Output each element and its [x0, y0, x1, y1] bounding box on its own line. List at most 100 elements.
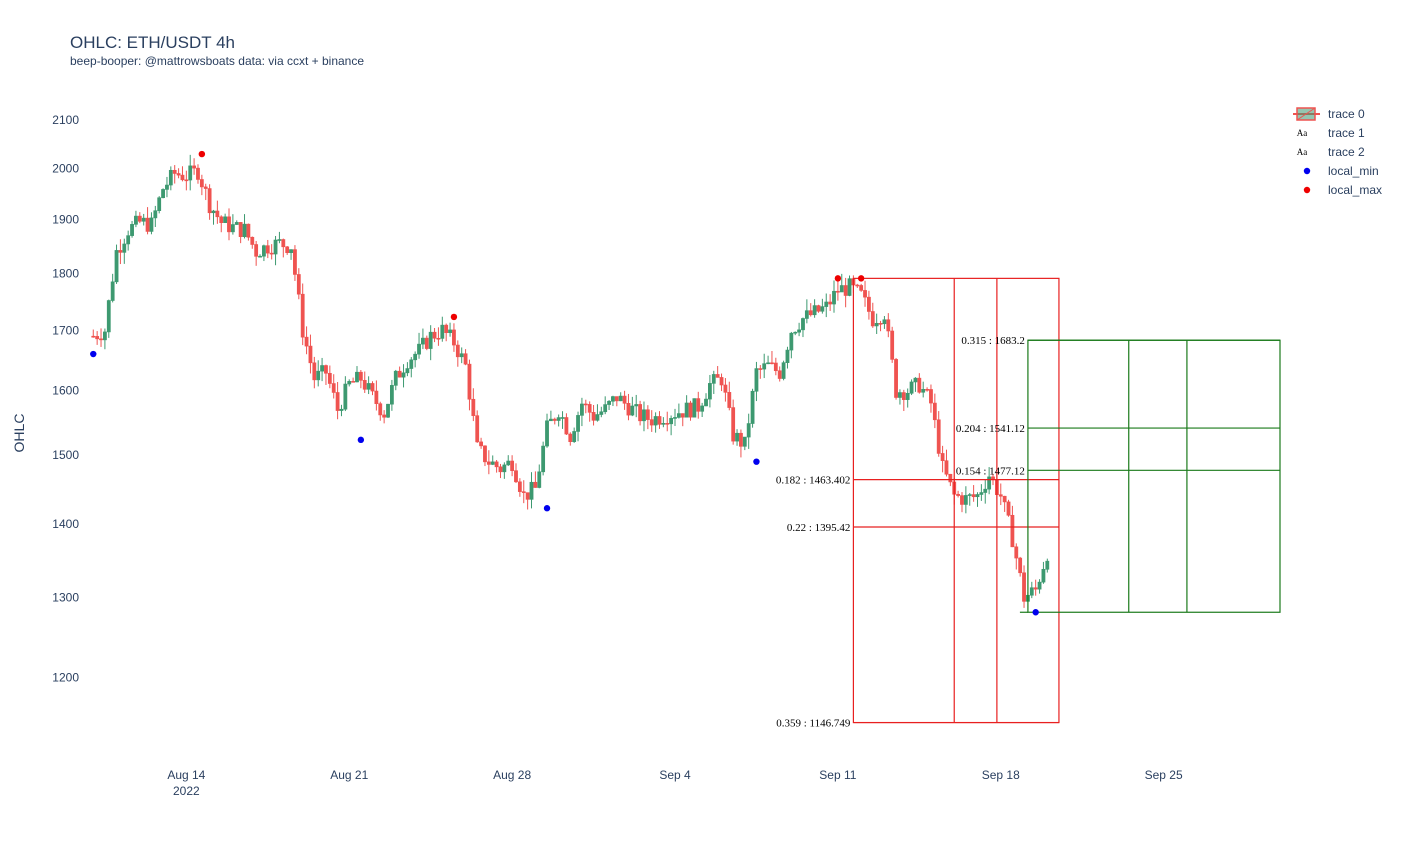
legend-item-trace-1[interactable]: Aa trace 1 — [1297, 126, 1365, 140]
local-max-point — [450, 313, 458, 321]
candle-down — [514, 463, 518, 484]
candle-body — [645, 409, 650, 420]
candle-up — [126, 230, 131, 251]
candle-up — [386, 403, 390, 418]
candle-body — [421, 337, 425, 345]
candle-down — [238, 222, 243, 244]
candle-body — [591, 412, 596, 421]
candle-down — [727, 381, 732, 411]
local-min-point — [543, 505, 551, 512]
candle-body — [1037, 581, 1042, 590]
candle-body — [905, 392, 910, 400]
candle-body — [475, 415, 480, 443]
candle-body — [929, 389, 933, 404]
candle-body — [192, 165, 197, 169]
candle-body — [1010, 514, 1015, 548]
local-min-point — [357, 436, 365, 444]
local-min-point — [753, 458, 760, 465]
candle-up — [560, 411, 565, 429]
candle-body — [874, 323, 879, 327]
candle-down — [269, 244, 274, 260]
fib-extension-green: 0.315 : 1683.2 0.204 : 1541.12 0.154 : 147… — [956, 335, 1281, 613]
candle-body — [696, 398, 701, 412]
candle-down — [723, 378, 728, 402]
candle-body — [634, 404, 639, 407]
candle-up — [847, 275, 852, 297]
legend-item-local-max[interactable]: local_max — [1303, 183, 1382, 197]
candle-body — [234, 222, 239, 225]
candle-body — [246, 223, 251, 238]
legend-label: trace 2 — [1328, 145, 1365, 159]
legend-marker-icon — [1303, 167, 1311, 175]
candle-body — [998, 494, 1003, 497]
candle-down — [118, 239, 123, 265]
candle-down — [568, 432, 573, 446]
candles — [91, 154, 1050, 608]
candle-body — [1045, 560, 1050, 570]
candle-up — [983, 479, 988, 504]
legend-text-glyph: Aa — [1297, 147, 1308, 157]
candle-up — [366, 376, 371, 395]
candle-down — [533, 471, 538, 488]
candle-up — [130, 220, 134, 238]
x-tick-year-label: 2022 — [173, 784, 200, 798]
candle-down — [293, 245, 297, 281]
candle-down — [645, 405, 650, 430]
candle-down — [929, 384, 933, 413]
candle-body — [898, 392, 902, 398]
candle-down — [285, 245, 290, 255]
candle-up — [801, 317, 805, 338]
candle-down — [626, 393, 631, 421]
candle-body — [742, 436, 747, 447]
candle-down — [583, 399, 588, 414]
candle-up — [401, 364, 406, 388]
candle-body — [207, 188, 212, 214]
x-tick-label: Sep 25 — [1145, 768, 1183, 782]
candle-body — [370, 383, 375, 392]
candle-body — [188, 165, 193, 181]
candle-body — [762, 363, 767, 370]
candle-body — [843, 285, 848, 296]
candle-down — [731, 399, 736, 445]
candle-down — [335, 381, 340, 420]
candle-body — [1029, 587, 1034, 596]
candle-body — [719, 377, 724, 386]
candle-body — [576, 415, 580, 432]
candle-body — [583, 403, 588, 406]
candle-body — [254, 244, 259, 257]
candle-body — [168, 169, 173, 186]
candle-body — [289, 249, 293, 253]
candle-up — [1037, 579, 1042, 594]
candle-up — [289, 249, 293, 260]
candle-body — [165, 184, 169, 190]
local-max-point — [857, 275, 865, 282]
candle-body — [688, 402, 693, 418]
candle-up — [506, 455, 511, 467]
candle-body — [657, 416, 662, 425]
candle-down — [308, 334, 313, 374]
legend-item-trace-2[interactable]: Aa trace 2 — [1297, 145, 1365, 159]
legend-item-local-min[interactable]: local_min — [1303, 164, 1379, 178]
candle-body — [413, 353, 418, 361]
candle-up — [230, 214, 235, 235]
x-tick-label: Aug 21 — [330, 768, 368, 782]
candle-down — [184, 170, 189, 191]
candle-down — [1014, 543, 1019, 570]
candle-down — [254, 240, 259, 266]
candle-up — [750, 388, 755, 428]
fib-red-level-label: 0.359 : 1146.749 — [776, 718, 851, 730]
legend-marker-icon — [1303, 186, 1311, 194]
legend-item-trace-0[interactable]: trace 0 — [1293, 107, 1365, 121]
candle-up — [676, 403, 681, 419]
candle-body — [238, 222, 243, 237]
candle-down — [828, 294, 833, 311]
candle-up — [106, 299, 111, 338]
candle-body — [785, 349, 790, 363]
candle-body — [766, 362, 770, 365]
candle-body — [777, 370, 782, 379]
candle-body — [199, 179, 204, 188]
legend[interactable]: trace 0 Aa trace 1 Aa trace 2 local_min local_… — [1293, 107, 1382, 197]
y-tick-label: 2100 — [52, 113, 79, 127]
candle-body — [440, 324, 445, 339]
candle-body — [708, 383, 712, 400]
